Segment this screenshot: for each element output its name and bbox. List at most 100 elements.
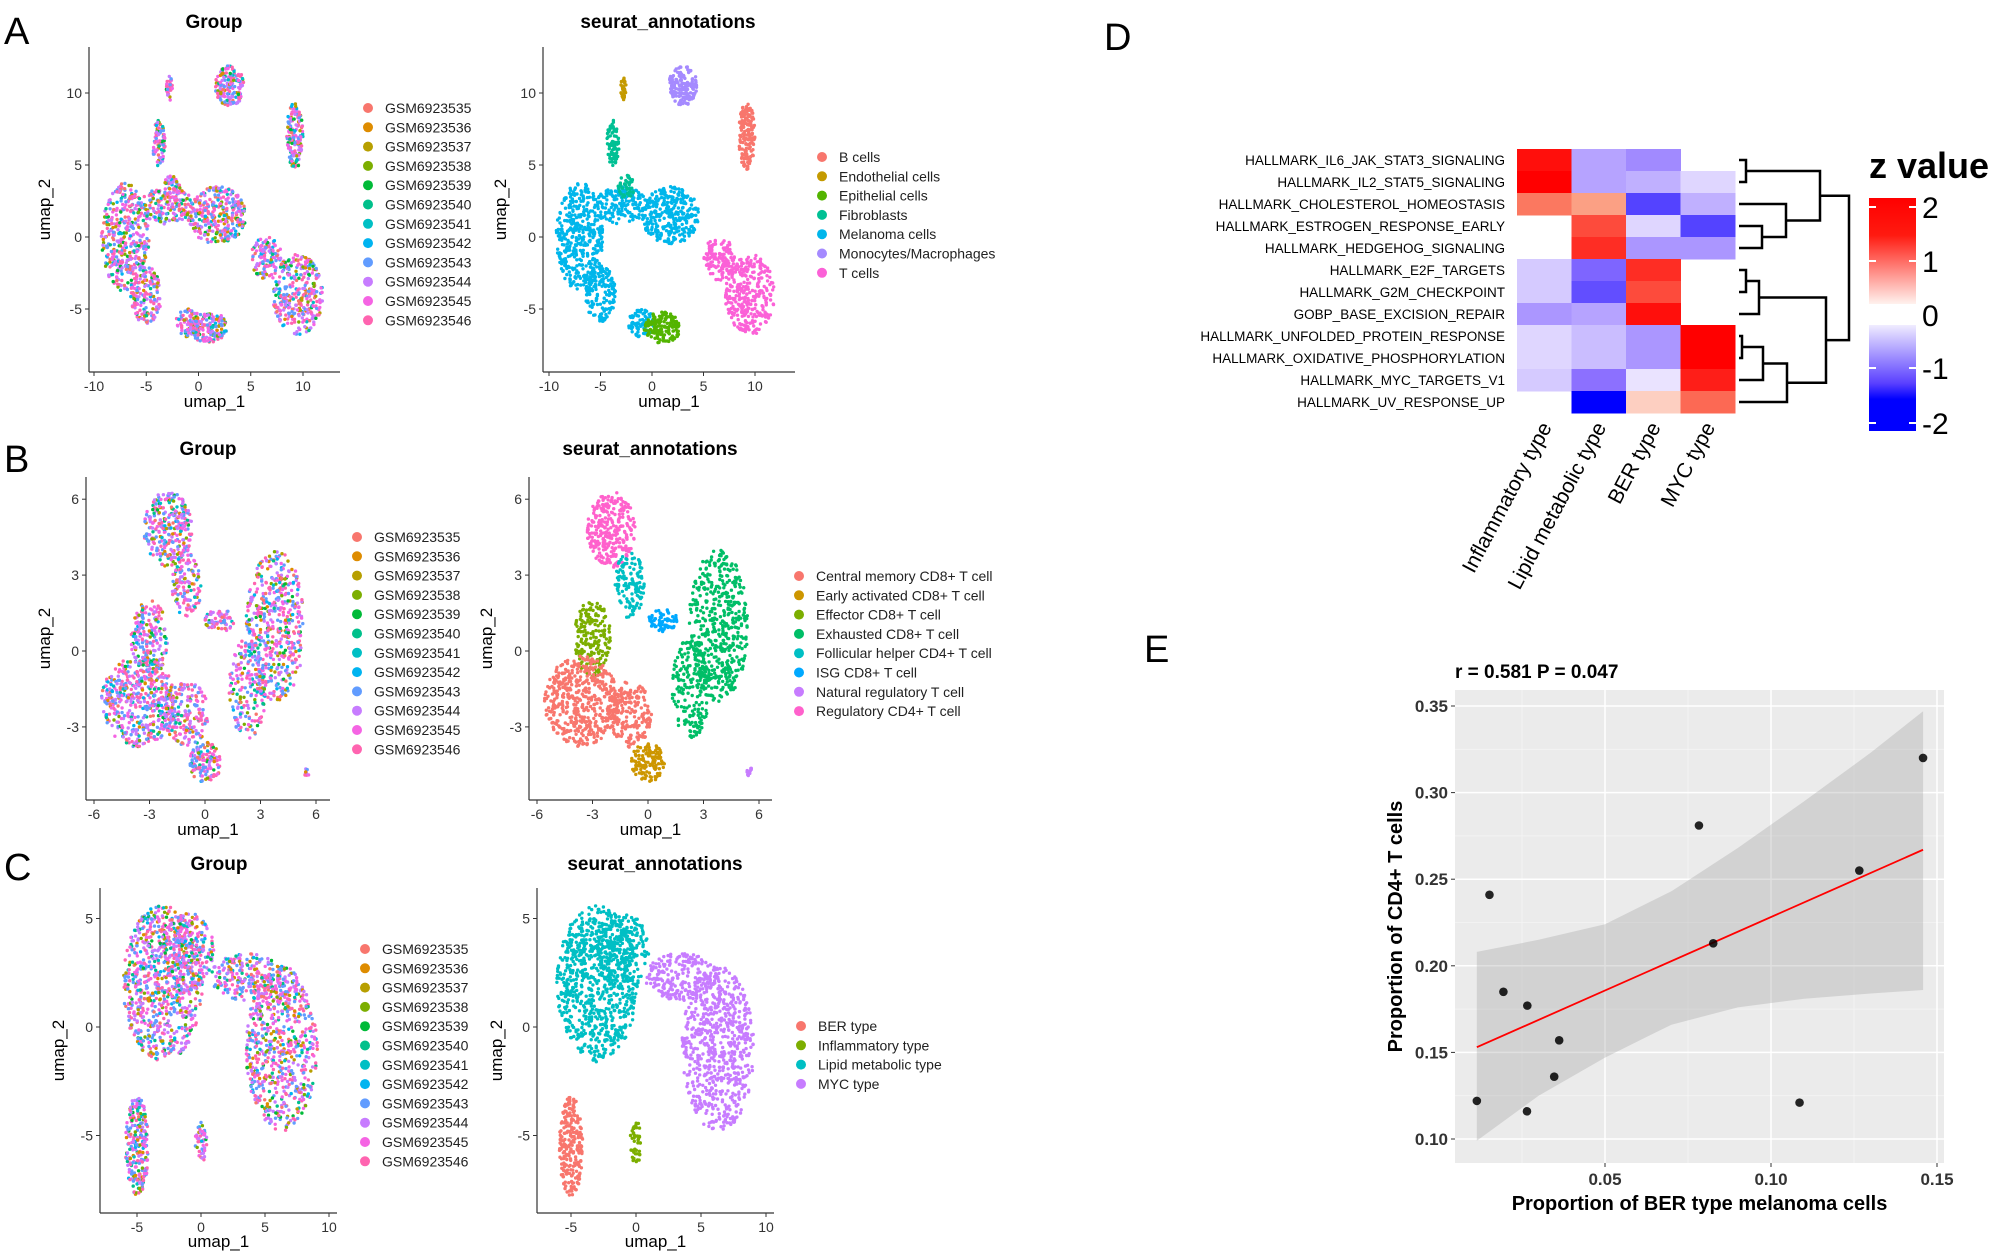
umap-point: [720, 253, 723, 256]
umap-point: [181, 502, 184, 505]
umap-point: [594, 286, 597, 289]
umap-point: [125, 268, 128, 271]
umap-point: [198, 218, 201, 221]
umap-point: [668, 81, 671, 84]
umap-point: [101, 248, 104, 251]
umap-point: [612, 215, 615, 218]
umap-point: [735, 308, 738, 311]
umap-point: [292, 297, 295, 300]
umap-point: [156, 164, 159, 167]
umap-point: [217, 187, 220, 190]
umap-point: [622, 77, 625, 80]
umap-point: [141, 262, 144, 265]
umap-point: [298, 113, 301, 116]
umap-point: [132, 211, 135, 214]
umap-point: [208, 336, 211, 339]
umap-point: [221, 185, 224, 188]
umap-point: [581, 220, 584, 223]
umap-point: [189, 326, 192, 329]
umap-point: [207, 327, 210, 330]
umap-point: [138, 197, 141, 200]
umap-point: [582, 244, 585, 247]
umap-point: [279, 309, 282, 312]
umap-point: [674, 222, 677, 225]
umap-point: [124, 241, 127, 244]
umap-point: [165, 212, 168, 215]
umap-point: [190, 201, 193, 204]
umap-point: [761, 314, 764, 317]
umap-point: [187, 568, 190, 571]
umap-point: [147, 542, 150, 545]
umap-point: [621, 96, 624, 99]
umap-point: [191, 219, 194, 222]
umap-point: [130, 184, 133, 187]
umap-point: [139, 301, 142, 304]
umap-point: [656, 337, 659, 340]
umap-point: [118, 224, 121, 227]
umap-point: [180, 513, 183, 516]
umap-point: [144, 248, 147, 251]
umap-point: [211, 203, 214, 206]
umap-point: [307, 329, 310, 332]
umap-point: [663, 339, 666, 342]
umap-point: [714, 266, 717, 269]
umap-point: [149, 282, 152, 285]
umap-point: [312, 285, 315, 288]
umap-point: [197, 569, 200, 572]
umap-point: [172, 180, 175, 183]
umap-point: [694, 79, 697, 82]
umap-point: [166, 93, 169, 96]
umap-point: [236, 194, 239, 197]
umap-point: [306, 300, 309, 303]
umap-point: [753, 257, 756, 260]
umap-point: [573, 246, 576, 249]
umap-point: [565, 213, 568, 216]
umap-point: [100, 235, 103, 238]
umap-point: [126, 208, 129, 211]
umap-point: [678, 101, 681, 104]
umap-point: [572, 280, 575, 283]
umap-point: [686, 209, 689, 212]
umap-point: [749, 159, 752, 162]
umap-point: [155, 547, 158, 550]
umap-point: [648, 206, 651, 209]
umap-point: [156, 281, 159, 284]
x-tick-label: -10: [539, 378, 559, 394]
umap-point: [187, 331, 190, 334]
umap-point: [181, 538, 184, 541]
umap-point: [648, 315, 651, 318]
umap-point: [669, 224, 672, 227]
umap-point: [159, 220, 162, 223]
umap-point: [642, 195, 645, 198]
umap-point: [279, 295, 282, 298]
umap-point: [119, 260, 122, 263]
panel-label-c: C: [4, 847, 31, 889]
umap-point: [215, 315, 218, 318]
umap-point: [127, 271, 130, 274]
umap-point: [682, 227, 685, 230]
umap-point: [216, 198, 219, 201]
umap-point: [115, 207, 118, 210]
umap-point: [634, 312, 637, 315]
x-tick-label: -10: [84, 378, 104, 394]
umap-point: [768, 293, 771, 296]
umap-point: [681, 223, 684, 226]
umap-point: [672, 236, 675, 239]
umap-point: [732, 258, 735, 261]
umap-point: [263, 257, 266, 260]
umap-point: [296, 264, 299, 267]
umap-point: [132, 297, 135, 300]
umap-point: [130, 203, 133, 206]
umap-point: [681, 102, 684, 105]
umap-point: [315, 290, 318, 293]
umap-point: [302, 293, 305, 296]
umap-point: [239, 218, 242, 221]
umap-point: [737, 285, 740, 288]
umap-point: [765, 289, 768, 292]
umap-point: [287, 259, 290, 262]
umap-point: [276, 315, 279, 318]
umap-point: [636, 334, 639, 337]
umap-point: [753, 313, 756, 316]
umap-point: [651, 205, 654, 208]
umap-point: [255, 272, 258, 275]
